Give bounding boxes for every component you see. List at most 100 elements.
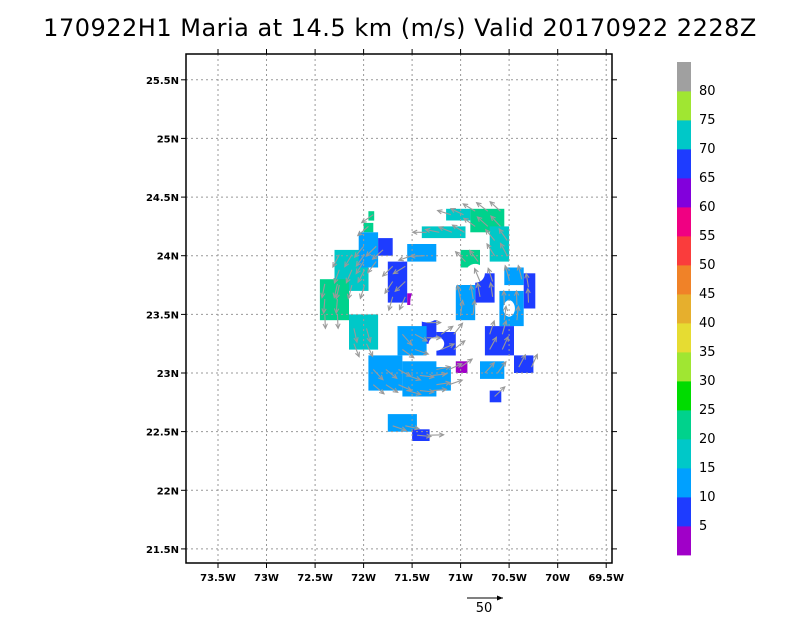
wind-vector-head bbox=[321, 308, 327, 315]
colorbar-swatch-9 bbox=[677, 265, 691, 295]
scale-arrow-label: 50 bbox=[476, 601, 493, 616]
wind-field-layer bbox=[319, 208, 536, 441]
wind-vector-shaft bbox=[501, 336, 509, 350]
wind-vector-shaft bbox=[472, 300, 476, 315]
wind-vector-head bbox=[468, 284, 475, 291]
colorbar-swatch-1 bbox=[677, 497, 691, 527]
wind-vector-head bbox=[516, 264, 522, 271]
x-tick-label-1: 73W bbox=[254, 573, 279, 584]
x-axis-ticks: 73.5W 73W 72.5W 72W 71.5W 71W 70.5W 70W 69.5W bbox=[200, 49, 624, 584]
wind-vector-shaft bbox=[398, 384, 412, 391]
wind-vector-shaft bbox=[394, 281, 406, 292]
wind-vector-shaft bbox=[448, 379, 463, 386]
wind-vector-head bbox=[468, 249, 475, 256]
wind-vector-shaft bbox=[425, 228, 440, 233]
colorbar-swatch-11 bbox=[677, 207, 691, 237]
colorbar-label-6: 35 bbox=[699, 345, 716, 360]
wind-vector-shaft bbox=[416, 434, 431, 438]
wind-vector-head bbox=[392, 387, 399, 393]
wind-vector-79 bbox=[453, 340, 466, 350]
wind-vector-27 bbox=[384, 281, 394, 295]
wind-vector-29 bbox=[398, 296, 406, 311]
wind-vector-shaft bbox=[485, 229, 496, 241]
wind-vector-head bbox=[438, 432, 445, 438]
wind-cell-24 bbox=[455, 361, 468, 373]
wind-vector-19 bbox=[366, 343, 374, 358]
wind-vector-head bbox=[344, 261, 350, 268]
wind-vector-99 bbox=[432, 371, 448, 377]
colorbar-label-3: 20 bbox=[699, 432, 716, 447]
colorbar-label-1: 10 bbox=[699, 490, 716, 505]
wind-vector-shaft bbox=[385, 384, 398, 393]
wind-vector-100 bbox=[436, 380, 452, 386]
wind-vector-shaft bbox=[460, 358, 473, 368]
wind-vector-shaft bbox=[489, 201, 501, 212]
wind-cell-12 bbox=[489, 226, 510, 262]
wind-vector-shaft bbox=[476, 282, 481, 297]
wind-cell-29 bbox=[431, 367, 451, 391]
wind-vector-shaft bbox=[372, 249, 384, 260]
x-tick-label-2: 72.5W bbox=[297, 573, 333, 584]
x-tick-label-3: 72W bbox=[351, 573, 376, 584]
wind-vector-0 bbox=[356, 225, 369, 237]
wind-vector-head bbox=[489, 361, 496, 368]
wind-vector-shaft bbox=[414, 333, 428, 342]
wind-vector-shaft bbox=[324, 314, 326, 329]
wind-vector-47 bbox=[484, 228, 496, 241]
wind-vector-shaft bbox=[385, 369, 398, 379]
wind-vector-head bbox=[378, 374, 384, 381]
wind-vector-40 bbox=[462, 217, 476, 227]
colorbar-swatch-10 bbox=[677, 236, 691, 266]
wind-vector-shaft bbox=[372, 369, 384, 381]
wind-vector-head bbox=[355, 351, 360, 358]
wind-vector-78 bbox=[440, 325, 454, 335]
wind-vector-102 bbox=[448, 378, 464, 386]
wind-vector-shaft bbox=[489, 336, 497, 350]
wind-vector-head bbox=[484, 228, 491, 235]
wind-vector-61 bbox=[473, 267, 481, 282]
wind-vector-shaft bbox=[347, 284, 353, 299]
wind-vector-head bbox=[451, 224, 458, 230]
wind-vector-103 bbox=[448, 363, 463, 371]
wind-vector-86 bbox=[414, 348, 430, 356]
wind-vector-28 bbox=[381, 265, 394, 277]
colorbar-swatch-4 bbox=[677, 410, 691, 440]
wind-vector-head bbox=[346, 293, 353, 300]
wind-vector-head bbox=[501, 289, 507, 296]
wind-vector-80 bbox=[453, 322, 464, 335]
wind-vector-head bbox=[435, 319, 442, 326]
wind-vector-shaft bbox=[504, 265, 510, 280]
wind-vector-head bbox=[355, 268, 361, 275]
wind-vector-shaft bbox=[437, 209, 452, 216]
wind-vector-head bbox=[447, 325, 454, 331]
wind-vector-head bbox=[462, 203, 469, 209]
wind-vector-head bbox=[471, 299, 477, 306]
wind-vector-layer bbox=[320, 200, 538, 439]
wind-vector-23 bbox=[366, 261, 377, 274]
colorbar-label-5: 30 bbox=[699, 374, 716, 389]
wind-vector-94 bbox=[407, 390, 422, 396]
wind-vector-shaft bbox=[486, 243, 496, 256]
wind-vector-shaft bbox=[392, 425, 407, 431]
wind-vector-shaft bbox=[355, 261, 365, 274]
wind-vector-head bbox=[533, 353, 538, 360]
wind-vector-head bbox=[515, 305, 521, 312]
wind-vector-16 bbox=[332, 283, 338, 299]
colorbar-label-2: 15 bbox=[699, 461, 716, 476]
wind-vector-shaft bbox=[333, 283, 338, 298]
data-gap-3 bbox=[503, 300, 515, 317]
wind-vector-42 bbox=[476, 216, 489, 227]
wind-vector-96 bbox=[419, 388, 436, 395]
wind-vector-head bbox=[473, 267, 479, 274]
wind-vector-shaft bbox=[321, 283, 326, 298]
wind-vector-105 bbox=[405, 425, 421, 431]
wind-vector-shaft bbox=[452, 224, 465, 233]
colorbar-label-9: 50 bbox=[699, 258, 716, 273]
wind-cell-22 bbox=[489, 390, 502, 403]
colorbar-swatch-15 bbox=[677, 91, 691, 121]
wind-vector-head bbox=[428, 373, 436, 380]
wind-vector-head bbox=[520, 353, 526, 360]
colorbar-swatch-13 bbox=[677, 149, 691, 179]
colorbar-label-11: 60 bbox=[699, 200, 716, 215]
wind-vector-49 bbox=[498, 227, 508, 241]
